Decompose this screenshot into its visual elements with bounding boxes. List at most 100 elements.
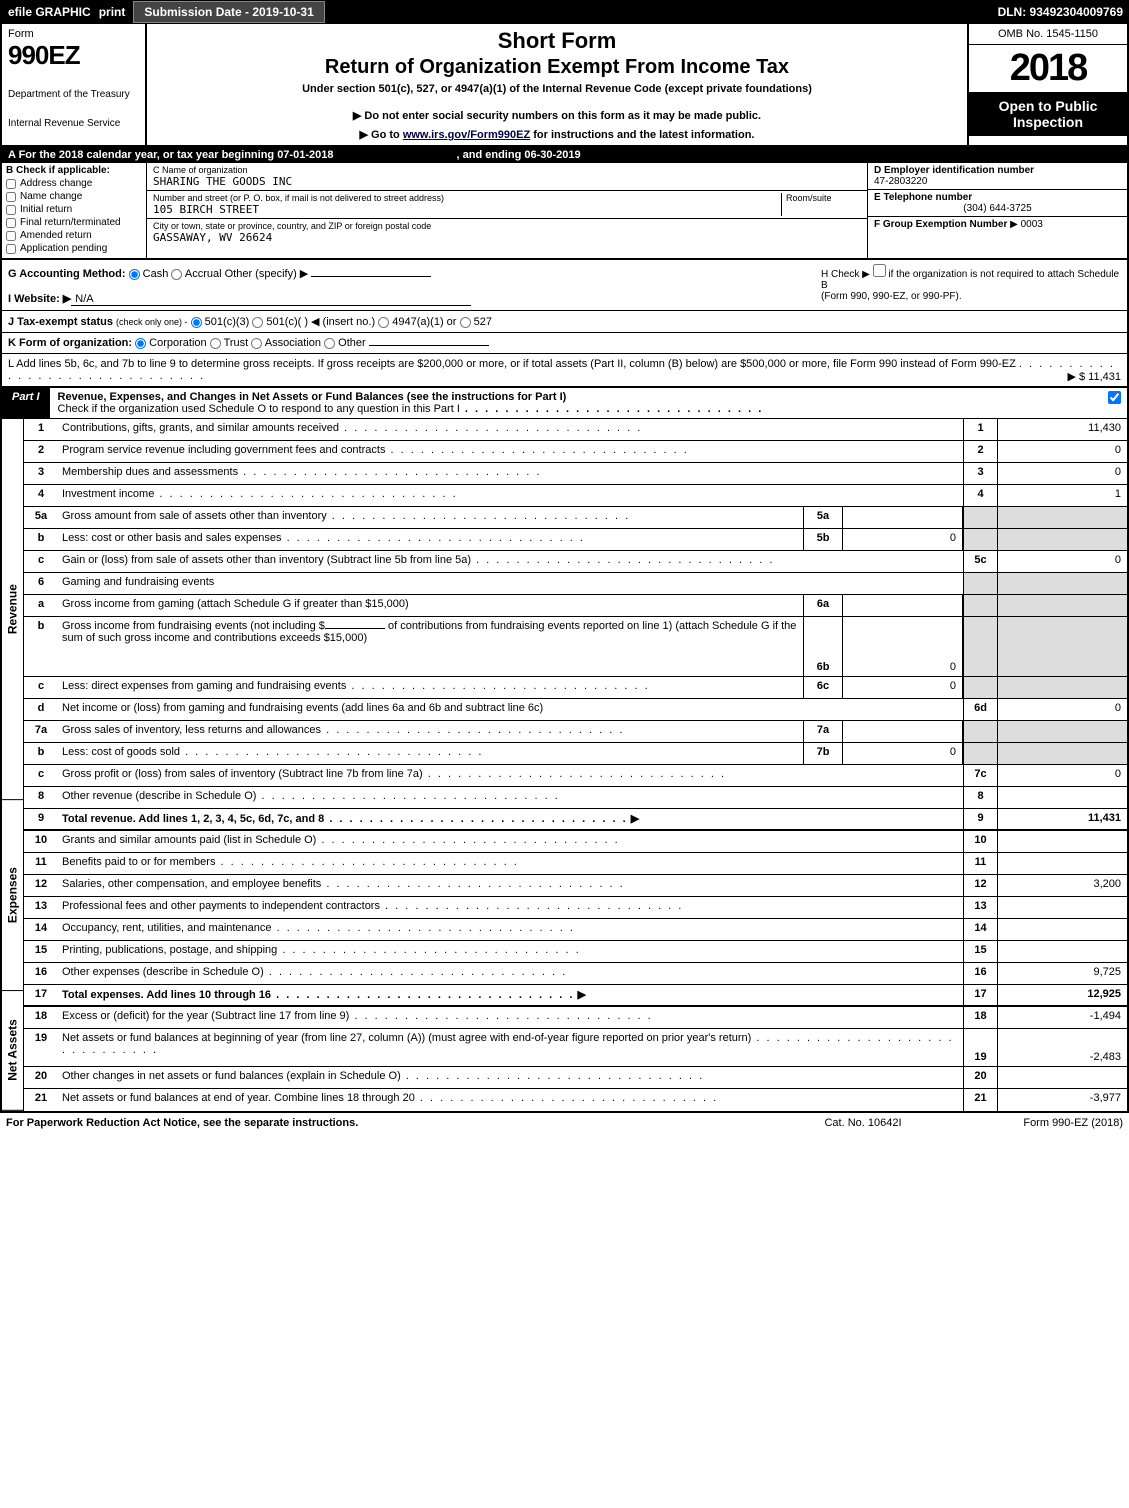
main-table: Revenue Expenses Net Assets 1 Contributi…: [0, 419, 1129, 1113]
line-5c-value: 0: [997, 551, 1127, 572]
short-form-title: Short Form: [153, 28, 961, 54]
side-revenue: Revenue: [2, 419, 23, 800]
row-h: H Check ▶ if the organization is not req…: [821, 264, 1121, 302]
goto-link[interactable]: www.irs.gov/Form990EZ: [403, 129, 530, 141]
line-12: 12 Salaries, other compensation, and emp…: [24, 875, 1127, 897]
line-1: 1 Contributions, gifts, grants, and simi…: [24, 419, 1127, 441]
tax-exempt-label: J Tax-exempt status: [8, 316, 113, 328]
ein-label: D Employer identification number: [874, 165, 1121, 176]
part1-label: Part I: [2, 388, 50, 418]
line-5b: b Less: cost or other basis and sales ex…: [24, 529, 1127, 551]
form-org-label: K Form of organization:: [8, 337, 132, 349]
line-3-value: 0: [997, 463, 1127, 484]
part1-checkbox[interactable]: [1102, 388, 1127, 418]
phone-value: (304) 644-3725: [874, 203, 1121, 214]
form-word: Form: [8, 28, 139, 40]
room-suite-label: Room/suite: [786, 193, 861, 203]
line-5a: 5a Gross amount from sale of assets othe…: [24, 507, 1127, 529]
org-city-label: City or town, state or province, country…: [153, 221, 861, 231]
org-name-row: C Name of organization SHARING THE GOODS…: [147, 163, 867, 191]
radio-accrual[interactable]: [171, 269, 182, 280]
side-labels: Revenue Expenses Net Assets: [2, 419, 24, 1111]
org-addr-row: Number and street (or P. O. box, if mail…: [147, 191, 867, 219]
line-14: 14 Occupancy, rent, utilities, and maint…: [24, 919, 1127, 941]
box-e: E Telephone number (304) 644-3725: [868, 190, 1127, 217]
website-value: N/A: [71, 293, 471, 306]
line-9: 9 Total revenue. Add lines 1, 2, 3, 4, 5…: [24, 809, 1127, 831]
row-g-h: G Accounting Method: Cash Accrual Other …: [0, 260, 1129, 311]
line-6: 6 Gaming and fundraising events: [24, 573, 1127, 595]
h-text3: (Form 990, 990-EZ, or 990-PF).: [821, 291, 962, 302]
line-8-value: [997, 787, 1127, 808]
line-20: 20 Other changes in net assets or fund b…: [24, 1067, 1127, 1089]
accounting-method-label: G Accounting Method:: [8, 268, 126, 280]
group-exemption-label: F Group Exemption Number: [874, 219, 1007, 230]
radio-association[interactable]: [251, 338, 262, 349]
under-section: Under section 501(c), 527, or 4947(a)(1)…: [153, 83, 961, 95]
info-grid: B Check if applicable: Address change Na…: [0, 163, 1129, 260]
line-11-value: [997, 853, 1127, 874]
ein-value: 47-2803220: [874, 176, 1121, 187]
radio-other-org[interactable]: [324, 338, 335, 349]
chk-schedule-b[interactable]: [873, 264, 886, 277]
top-bar: efile GRAPHIC print Submission Date - 20…: [0, 0, 1129, 24]
line-3: 3 Membership dues and assessments 3 0: [24, 463, 1127, 485]
goto-prefix: ▶ Go to: [360, 129, 403, 141]
line-15: 15 Printing, publications, postage, and …: [24, 941, 1127, 963]
period-begin: A For the 2018 calendar year, or tax yea…: [8, 149, 333, 161]
chk-name-change[interactable]: Name change: [6, 191, 142, 202]
line-20-value: [997, 1067, 1127, 1088]
part1-check-text: Check if the organization used Schedule …: [58, 403, 460, 415]
chk-application-pending[interactable]: Application pending: [6, 243, 142, 254]
chk-address-change[interactable]: Address change: [6, 178, 142, 189]
form-header-right: OMB No. 1545-1150 2018 Open to Public In…: [967, 24, 1127, 145]
form-header: Form 990EZ Department of the Treasury In…: [0, 24, 1129, 147]
line-16-value: 9,725: [997, 963, 1127, 984]
row-j: J Tax-exempt status (check only one) - 5…: [0, 311, 1129, 333]
radio-527[interactable]: [460, 317, 471, 328]
chk-amended-return[interactable]: Amended return: [6, 230, 142, 241]
chk-final-return[interactable]: Final return/terminated: [6, 217, 142, 228]
radio-corporation[interactable]: [135, 338, 146, 349]
line-4-value: 1: [997, 485, 1127, 506]
tax-year: 2018: [969, 45, 1127, 92]
part1-bar: Part I Revenue, Expenses, and Changes in…: [0, 388, 1129, 419]
website-label: I Website: ▶: [8, 293, 71, 305]
line-2-value: 0: [997, 441, 1127, 462]
chk-initial-return[interactable]: Initial return: [6, 204, 142, 215]
line-15-value: [997, 941, 1127, 962]
tax-period-bar: A For the 2018 calendar year, or tax yea…: [0, 147, 1129, 163]
phone-label: E Telephone number: [874, 192, 1121, 203]
tax-exempt-sub: (check only one) -: [116, 317, 188, 327]
row-l-amount: ▶ $ 11,431: [1067, 370, 1121, 383]
footer-right: Form 990-EZ (2018): [963, 1117, 1123, 1129]
line-17: 17 Total expenses. Add lines 10 through …: [24, 985, 1127, 1007]
org-name-value: SHARING THE GOODS INC: [153, 175, 861, 188]
line-6a: a Gross income from gaming (attach Sched…: [24, 595, 1127, 617]
line-19-value: -2,483: [997, 1029, 1127, 1066]
form-number: 990EZ: [8, 40, 139, 71]
row-l-text: L Add lines 5b, 6c, and 7b to line 9 to …: [8, 358, 1016, 370]
radio-501c[interactable]: [252, 317, 263, 328]
period-end: , and ending 06-30-2019: [457, 149, 581, 161]
line-21-value: -3,977: [997, 1089, 1127, 1111]
org-addr-label: Number and street (or P. O. box, if mail…: [153, 193, 781, 203]
box-c: C Name of organization SHARING THE GOODS…: [147, 163, 867, 258]
box-def: D Employer identification number 47-2803…: [867, 163, 1127, 258]
radio-cash[interactable]: [129, 269, 140, 280]
radio-501c3[interactable]: [191, 317, 202, 328]
footer-catno: Cat. No. 10642I: [763, 1117, 963, 1129]
line-9-value: 11,431: [997, 809, 1127, 829]
line-8: 8 Other revenue (describe in Schedule O)…: [24, 787, 1127, 809]
radio-4947[interactable]: [378, 317, 389, 328]
dept-irs: Internal Revenue Service: [8, 118, 139, 129]
print-link[interactable]: print: [99, 5, 126, 19]
accounting-other: Other (specify) ▶: [225, 268, 309, 280]
page-footer: For Paperwork Reduction Act Notice, see …: [0, 1113, 1129, 1133]
radio-trust[interactable]: [210, 338, 221, 349]
footer-left: For Paperwork Reduction Act Notice, see …: [6, 1117, 763, 1129]
return-title: Return of Organization Exempt From Incom…: [153, 56, 961, 79]
box-d: D Employer identification number 47-2803…: [868, 163, 1127, 190]
line-18: 18 Excess or (deficit) for the year (Sub…: [24, 1007, 1127, 1029]
h-check-label: H Check ▶: [821, 269, 870, 280]
